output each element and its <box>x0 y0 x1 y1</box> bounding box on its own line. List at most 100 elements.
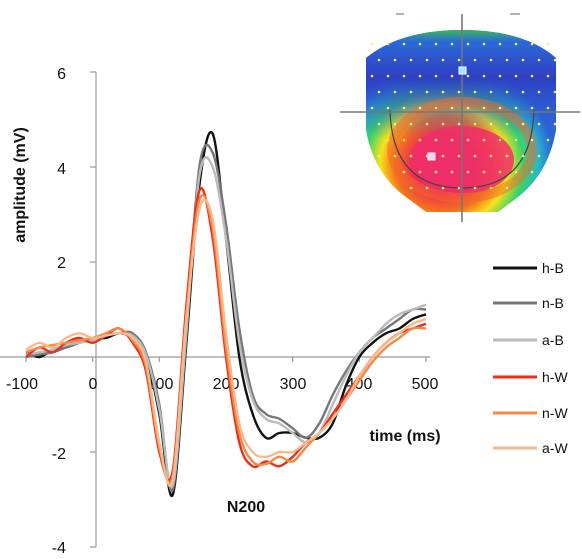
electrode-dot <box>530 170 534 174</box>
electrode-dot <box>473 58 477 62</box>
electrode-dot <box>466 74 470 78</box>
electrode-dot <box>441 58 445 62</box>
electrode-dot <box>434 106 438 110</box>
electrode-dot <box>425 122 429 126</box>
electrode-dot <box>450 138 454 142</box>
electrode-dot <box>418 42 422 46</box>
electrode-dot <box>457 122 461 126</box>
electrode-dot <box>393 58 397 62</box>
electrode-dot <box>498 74 502 78</box>
electrode-dot <box>441 154 445 158</box>
electrode-dot <box>466 170 470 174</box>
electrode-dot <box>402 74 406 78</box>
electrode-dot <box>473 186 477 190</box>
electrode-dot <box>393 90 397 94</box>
electrode-dot <box>434 138 438 142</box>
electrode-dot <box>450 170 454 174</box>
electrode-dot <box>457 154 461 158</box>
x-tick-label-200: 200 <box>213 376 240 393</box>
electrode-dot <box>498 106 502 110</box>
electrode-dot <box>505 186 509 190</box>
electrode-dot <box>434 42 438 46</box>
electrode-dot <box>418 138 422 142</box>
electrode-dot <box>514 42 518 46</box>
electrode-dots <box>370 42 557 190</box>
electrode-dot <box>457 58 461 62</box>
electrode-dot <box>514 170 518 174</box>
electrode-dot <box>386 42 390 46</box>
electrode-dot <box>537 58 541 62</box>
electrode-dot <box>537 90 541 94</box>
electrode-dot <box>425 186 429 190</box>
series-line-n-B <box>25 143 427 493</box>
electrode-dot <box>377 154 381 158</box>
electrode-dot <box>482 42 486 46</box>
electrode-dot <box>521 90 525 94</box>
electrode-dot <box>425 58 429 62</box>
electrode-dot <box>441 122 445 126</box>
electrode-dot <box>409 90 413 94</box>
electrode-dot <box>546 106 550 110</box>
electrode-dot <box>386 106 390 110</box>
y-tick-label-2: 2 <box>57 255 66 272</box>
electrode-dot <box>466 138 470 142</box>
electrode-dot <box>418 106 422 110</box>
electrode-dot <box>514 138 518 142</box>
electrode-dot <box>393 122 397 126</box>
electrode-dot <box>489 90 493 94</box>
electrode-dot <box>425 154 429 158</box>
electrode-dot <box>466 106 470 110</box>
electrode-dot <box>402 106 406 110</box>
electrode-dot <box>409 122 413 126</box>
electrode-dot <box>370 74 374 78</box>
legend-label-a-B: a-B <box>542 332 564 348</box>
electrode-dot <box>498 170 502 174</box>
legend-label-h-W: h-W <box>542 369 568 385</box>
electrode-dot <box>434 170 438 174</box>
legend-label-n-B: n-B <box>542 295 564 311</box>
y-tick-label-6: 6 <box>57 66 66 83</box>
electrode-dot <box>402 42 406 46</box>
electrode-dot <box>441 90 445 94</box>
electrode-dot <box>521 154 525 158</box>
electrode-dot <box>537 154 541 158</box>
electrode-dot <box>530 74 534 78</box>
electrode-dot <box>482 170 486 174</box>
n200-annotation: N200 <box>227 499 265 516</box>
electrode-dot <box>370 106 374 110</box>
electrode-dot <box>386 138 390 142</box>
electrode-dot <box>489 122 493 126</box>
electrode-dot <box>498 42 502 46</box>
electrode-dot <box>457 90 461 94</box>
y-tick-marks <box>90 71 96 548</box>
electrode-dot <box>450 42 454 46</box>
electrode-dot <box>377 90 381 94</box>
electrode-dot <box>418 170 422 174</box>
electrode-dot <box>457 186 461 190</box>
electrode-dot <box>386 74 390 78</box>
electrode-dot <box>530 42 534 46</box>
electrode-dot <box>514 106 518 110</box>
electrode-dot <box>553 58 557 62</box>
series-line-h-B <box>25 130 427 498</box>
electrode-dot <box>505 58 509 62</box>
electrode-dot <box>505 122 509 126</box>
legend-label-n-W: n-W <box>542 405 568 421</box>
x-tick-label-300: 300 <box>280 376 307 393</box>
y-tick-label-neg4: -4 <box>52 540 66 557</box>
electrode-dot <box>418 74 422 78</box>
electrode-dot <box>489 186 493 190</box>
electrode-dot <box>553 122 557 126</box>
electrode-dot <box>450 74 454 78</box>
electrode-dot <box>489 154 493 158</box>
scalp-topography-map <box>340 13 580 222</box>
electrode-dot <box>489 58 493 62</box>
electrode-dot <box>409 186 413 190</box>
series-line-a-W <box>25 198 427 488</box>
y-tick-label-4: 4 <box>57 161 66 178</box>
electrode-dot <box>473 154 477 158</box>
x-tick-label-0: 0 <box>89 376 98 393</box>
legend: h-B n-B a-B h-W n-W a-W <box>493 260 568 456</box>
electrode-dot <box>409 154 413 158</box>
electrode-dot <box>530 138 534 142</box>
